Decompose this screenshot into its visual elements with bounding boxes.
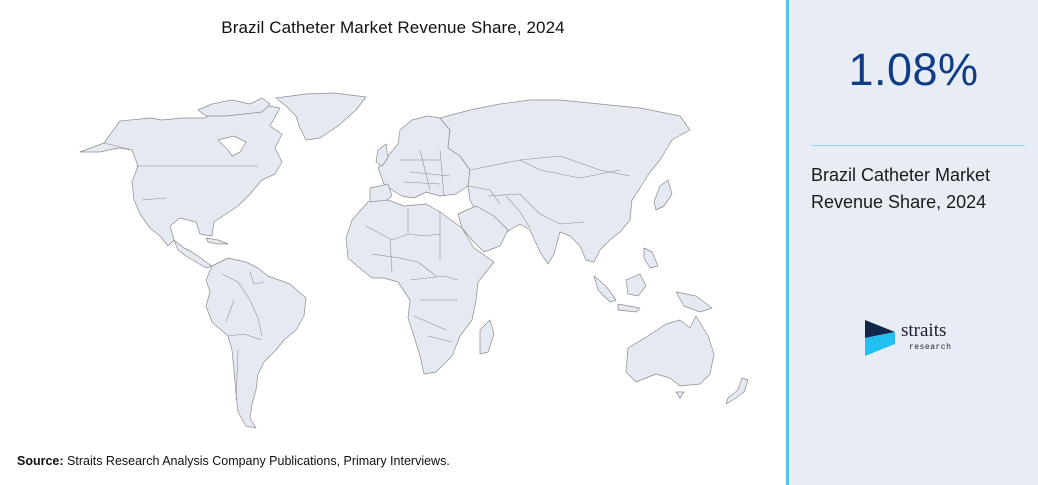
chart-area: Brazil Catheter Market Revenue Share, 20… bbox=[0, 18, 786, 468]
new-zealand bbox=[725, 377, 749, 405]
cuba bbox=[205, 237, 229, 245]
madagascar bbox=[479, 319, 495, 355]
uk bbox=[375, 143, 389, 167]
source-text: Straits Research Analysis Company Public… bbox=[63, 454, 450, 468]
africa bbox=[345, 199, 495, 375]
borneo bbox=[625, 273, 647, 297]
philippines bbox=[643, 247, 659, 269]
kpi-label-line2: Revenue Share, 2024 bbox=[811, 192, 987, 212]
australia bbox=[625, 315, 715, 387]
tasmania bbox=[675, 391, 685, 399]
kpi-label: Brazil Catheter Market Revenue Share, 20… bbox=[811, 162, 1031, 216]
arabia bbox=[457, 205, 509, 253]
sumatra bbox=[593, 275, 617, 303]
chart-title: Brazil Catheter Market Revenue Share, 20… bbox=[221, 18, 565, 37]
java bbox=[617, 303, 641, 313]
source-label: Source: bbox=[17, 454, 64, 468]
straits-research-logo: straits research bbox=[865, 318, 975, 358]
hudson-bay bbox=[217, 135, 247, 157]
north-america bbox=[79, 103, 283, 247]
world-map bbox=[0, 80, 786, 440]
kpi-label-line1: Brazil Catheter Market bbox=[811, 165, 991, 185]
south-america bbox=[205, 257, 307, 429]
kpi-divider bbox=[811, 145, 1025, 146]
japan bbox=[653, 179, 673, 211]
kpi-panel: 1.08% Brazil Catheter Market Revenue Sha… bbox=[786, 0, 1038, 485]
greenland bbox=[275, 92, 367, 141]
arctic-islands bbox=[197, 97, 271, 117]
logo-subtitle: research bbox=[909, 343, 952, 352]
source-note: Source: Straits Research Analysis Compan… bbox=[17, 454, 450, 468]
straits-logo-icon bbox=[865, 320, 895, 356]
kpi-value: 1.08% bbox=[848, 44, 979, 95]
logo-wordmark: straits bbox=[901, 320, 947, 341]
new-guinea bbox=[675, 291, 713, 313]
asia bbox=[439, 99, 691, 265]
central-america bbox=[173, 239, 213, 269]
